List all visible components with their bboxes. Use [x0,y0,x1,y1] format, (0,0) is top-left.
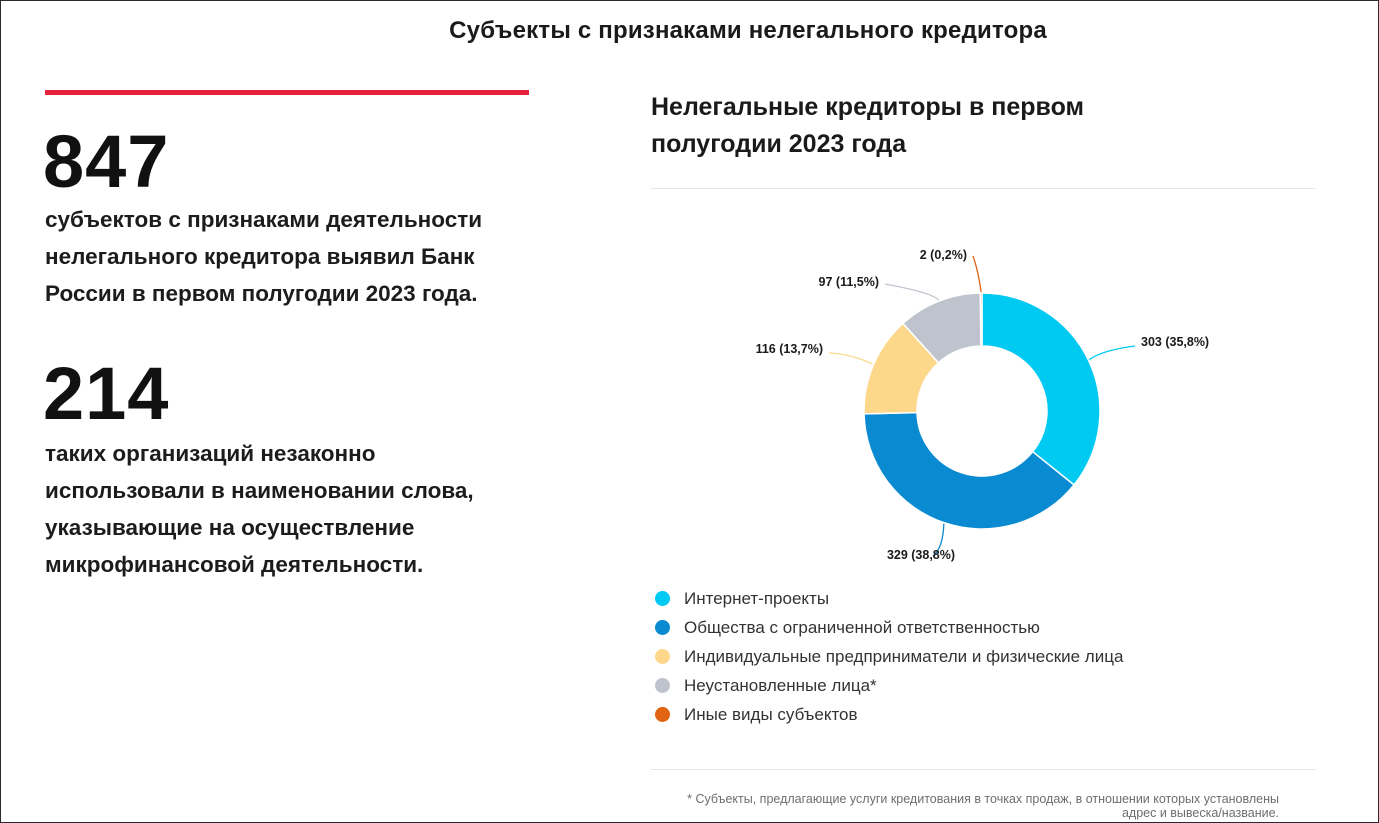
data-label: 116 (13,7%) [756,342,823,356]
legend-item: Общества с ограниченной ответственностью [655,613,1123,642]
legend-label: Интернет-проекты [684,588,830,608]
stat-number-subjects: 847 [43,120,170,203]
donut-slice [863,411,1076,530]
chart-title-line: Нелегальные кредиторы в первом [651,93,1085,121]
donut-slice [979,292,983,347]
donut-chart: 303 (35,8%) 329 (38,8%) 116 (13,7%) 97 (11,… [756,248,1210,562]
stat-text-line: субъектов с признаками деятельности [45,207,483,232]
legend-item: Интернет-проекты [655,584,1123,613]
data-label: 329 (38,8%) [887,548,955,562]
legend-item: Иные виды субъектов [655,700,1123,729]
stat-text-line: микрофинансовой деятельности. [45,552,424,577]
stat-text-line: нелегального кредитора выявил Банк [45,244,475,269]
legend-swatch [655,620,670,635]
chart-divider-bottom [651,769,1316,770]
legend-item: Индивидуальные предприниматели и физичес… [655,642,1123,671]
legend-swatch [655,591,670,606]
stat-number-organizations: 214 [43,352,170,435]
leader-line [884,283,940,301]
chart-divider-top [651,188,1316,189]
legend-swatch [655,707,670,722]
legend-label: Общества с ограниченной ответственностью [684,617,1040,637]
legend-label: Индивидуальные предприниматели и физичес… [684,646,1124,666]
legend-swatch [655,678,670,693]
leader-line [1088,345,1136,361]
chart-title: Нелегальные кредиторы в первом полугодии… [651,89,1211,163]
leader-line [828,352,873,365]
leader-line [972,255,982,293]
stat-text-line: России в первом полугодии 2023 года. [45,281,478,306]
stat-text-line: таких организаций незаконно [45,441,376,466]
footnote: * Субъекты, предлагающие услуги кредитов… [687,792,1279,820]
legend-swatch [655,649,670,664]
legend-label: Неустановленные лица* [684,675,877,695]
data-label: 2 (0,2%) [920,248,967,262]
chart-legend: Интернет-проекты Общества с ограниченной … [655,584,1123,729]
leader-line [932,523,945,557]
stat-text-subjects: субъектов с признаками деятельности неле… [45,201,525,312]
stat-text-line: использовали в наименовании слова, [45,478,474,503]
legend-item: Неустановленные лица* [655,671,1123,700]
donut-slice [981,292,1101,486]
data-label: 303 (35,8%) [1141,335,1209,349]
stat-text-line: указывающие на осуществление [45,515,415,540]
chart-title-line: полугодии 2023 года [651,130,907,158]
page-title: Субъекты с признаками нелегального креди… [449,17,1047,44]
legend-label: Иные виды субъектов [684,704,858,724]
stat-text-organizations: таких организаций незаконно использовали… [45,435,525,583]
accent-rule [45,90,529,95]
data-label: 97 (11,5%) [819,275,879,289]
